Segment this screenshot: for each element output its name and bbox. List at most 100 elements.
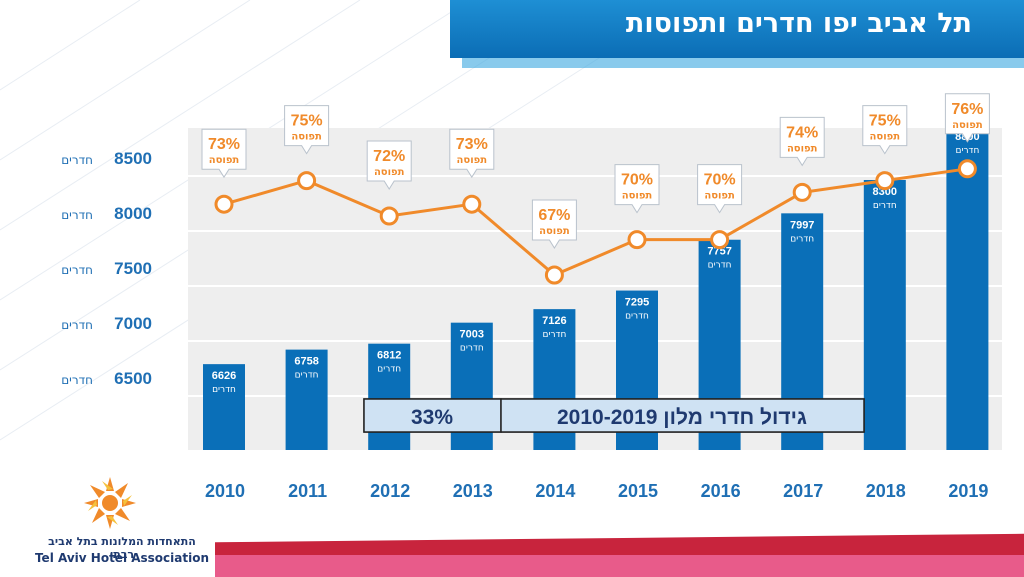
- x-axis-labels: 2010 2011 2012 2013 2014 2015 2016 2017 2018 2019: [205, 481, 988, 501]
- y-tick-unit: חדרים: [61, 153, 93, 167]
- callout-bubble: [944, 93, 990, 143]
- bar-group: 6758 חדרים: [285, 349, 328, 450]
- bar-value-label: 7997: [790, 219, 814, 231]
- x-tick-label: 2018: [866, 481, 906, 501]
- occupancy-point: [214, 194, 234, 214]
- occupancy-value-label: 75%: [291, 113, 323, 130]
- occupancy-unit-label: תפוסה: [870, 132, 901, 143]
- occupancy-value-label: 67%: [538, 207, 570, 224]
- bar-value-label: 7295: [625, 297, 649, 309]
- logo-hebrew-text: התאחדות המלונות בתל אביב רבתי: [48, 535, 196, 561]
- y-tick-value: 7000: [114, 314, 152, 333]
- logo-english-text: Tel Aviv Hotel Association: [34, 551, 210, 565]
- callout-bubble: [862, 105, 908, 155]
- occupancy-callout: 72% תפוסה: [366, 140, 412, 190]
- y-tick-label: 6500 חדרים: [61, 369, 152, 388]
- occupancy-value-label: 75%: [869, 113, 901, 130]
- y-tick-label: 7000 חדרים: [61, 314, 152, 333]
- occupancy-point: [297, 171, 317, 191]
- y-tick-unit: חדרים: [61, 373, 93, 387]
- bar-group: 8300 חדרים: [863, 180, 906, 450]
- bar: [863, 180, 906, 450]
- callout-bubble: [201, 128, 247, 179]
- occupancy-unit-label: תפוסה: [539, 226, 570, 237]
- occupancy-unit-label: תפוסה: [787, 143, 818, 154]
- y-tick-value: 8000: [114, 204, 152, 223]
- occupancy-unit-label: תפוסה: [622, 191, 653, 202]
- y-axis-labels: 6500חדרים7000חדרים7500חדרים8000חדרים8500…: [61, 149, 152, 388]
- bar: [285, 349, 328, 450]
- occupancy-unit-label: תפוסה: [457, 155, 488, 166]
- occupancy-point: [875, 171, 895, 191]
- bar-value-label: 7126: [542, 315, 566, 327]
- y-tick-value: 7500: [114, 259, 152, 278]
- bar-value-label: 6812: [377, 350, 401, 362]
- y-tick-value: 8500: [114, 149, 152, 168]
- bars: 6626 חדרים 6758 חדרים 6812 חדרים 7003 חדרים 7126…: [203, 125, 989, 450]
- occupancy-unit-label: תפוסה: [952, 120, 983, 131]
- bar-value-label: 7003: [460, 329, 484, 341]
- occupancy-point: [627, 230, 647, 250]
- x-tick-label: 2014: [535, 481, 575, 501]
- bar-value-label: 8300: [873, 186, 897, 198]
- y-tick-unit: חדרים: [61, 263, 93, 277]
- title-bar-shadow: [462, 58, 1024, 68]
- occupancy-point: [379, 206, 399, 226]
- x-tick-label: 2012: [370, 481, 410, 501]
- occupancy-point: [462, 194, 482, 214]
- occupancy-unit-label: תפוסה: [704, 191, 735, 202]
- footer-stripe-pink: [215, 555, 1024, 577]
- bar-unit-label: חדרים: [955, 146, 979, 156]
- occupancy-unit-label: תפוסה: [374, 167, 405, 178]
- summary-label-cell: [500, 398, 865, 433]
- occupancy-value-label: 73%: [456, 136, 488, 153]
- y-tick-label: 8500 חדרים: [61, 149, 152, 168]
- bar-unit-label: חדרים: [790, 234, 814, 244]
- bar-value-label: 7757: [707, 246, 731, 258]
- bar-value-label: 6758: [294, 356, 318, 368]
- occupancy-value-label: 70%: [621, 172, 653, 189]
- callout-bubble: [697, 164, 743, 214]
- title-bar: [450, 0, 1024, 58]
- occupancy-callout: 73% תפוסה: [201, 128, 247, 179]
- bar: [946, 125, 989, 450]
- bar-value-label: 6626: [212, 370, 236, 382]
- callout-bubble: [614, 164, 660, 214]
- bar-group: 6812 חדרים: [368, 343, 411, 450]
- x-tick-label: 2011: [288, 481, 327, 501]
- occupancy-point: [710, 230, 730, 250]
- bar-unit-label: חדרים: [708, 261, 732, 271]
- y-tick-unit: חדרים: [61, 208, 93, 222]
- x-tick-label: 2015: [618, 481, 658, 501]
- callout-bubble: [366, 140, 412, 190]
- occupancy-value-label: 74%: [786, 124, 818, 141]
- bar-group: 6626 חדרים: [203, 364, 245, 450]
- occupancy-value-label: 73%: [208, 136, 240, 153]
- callout-bubble: [449, 128, 495, 179]
- occupancy-line: 73% תפוסה 75% תפוסה 72% תפוסה 73% תפוסה 67% תפוסה…: [201, 93, 990, 285]
- sun-logo-icon: [84, 477, 136, 529]
- y-tick-label: 8000 חדרים: [61, 204, 152, 223]
- x-tick-label: 2019: [948, 481, 988, 501]
- x-tick-label: 2017: [783, 481, 823, 501]
- occupancy-callout: 75% תפוסה: [862, 105, 908, 155]
- callout-bubble: [779, 116, 825, 167]
- bar-unit-label: חדרים: [460, 344, 484, 354]
- page-title: תל אביב יפו חדרים ותפוסות: [625, 8, 972, 39]
- occupancy-value-label: 70%: [704, 172, 736, 189]
- occupancy-callout: 70% תפוסה: [697, 164, 743, 214]
- bar-unit-label: חדרים: [212, 385, 236, 395]
- x-tick-label: 2013: [453, 481, 493, 501]
- occupancy-unit-label: תפוסה: [209, 155, 240, 166]
- occupancy-polyline: [223, 167, 968, 277]
- occupancy-callout: 73% תפוסה: [449, 128, 495, 179]
- bar-unit-label: חדרים: [873, 201, 897, 211]
- y-tick-unit: חדרים: [61, 318, 93, 332]
- x-tick-label: 2010: [205, 481, 245, 501]
- occupancy-point: [957, 159, 977, 179]
- occupancy-callout: 70% תפוסה: [614, 164, 660, 214]
- occupancy-unit-label: תפוסה: [291, 132, 322, 143]
- occupancy-point: [792, 182, 812, 202]
- summary-percent: 33%: [411, 406, 453, 429]
- occupancy-callout: 67% תפוסה: [531, 199, 577, 249]
